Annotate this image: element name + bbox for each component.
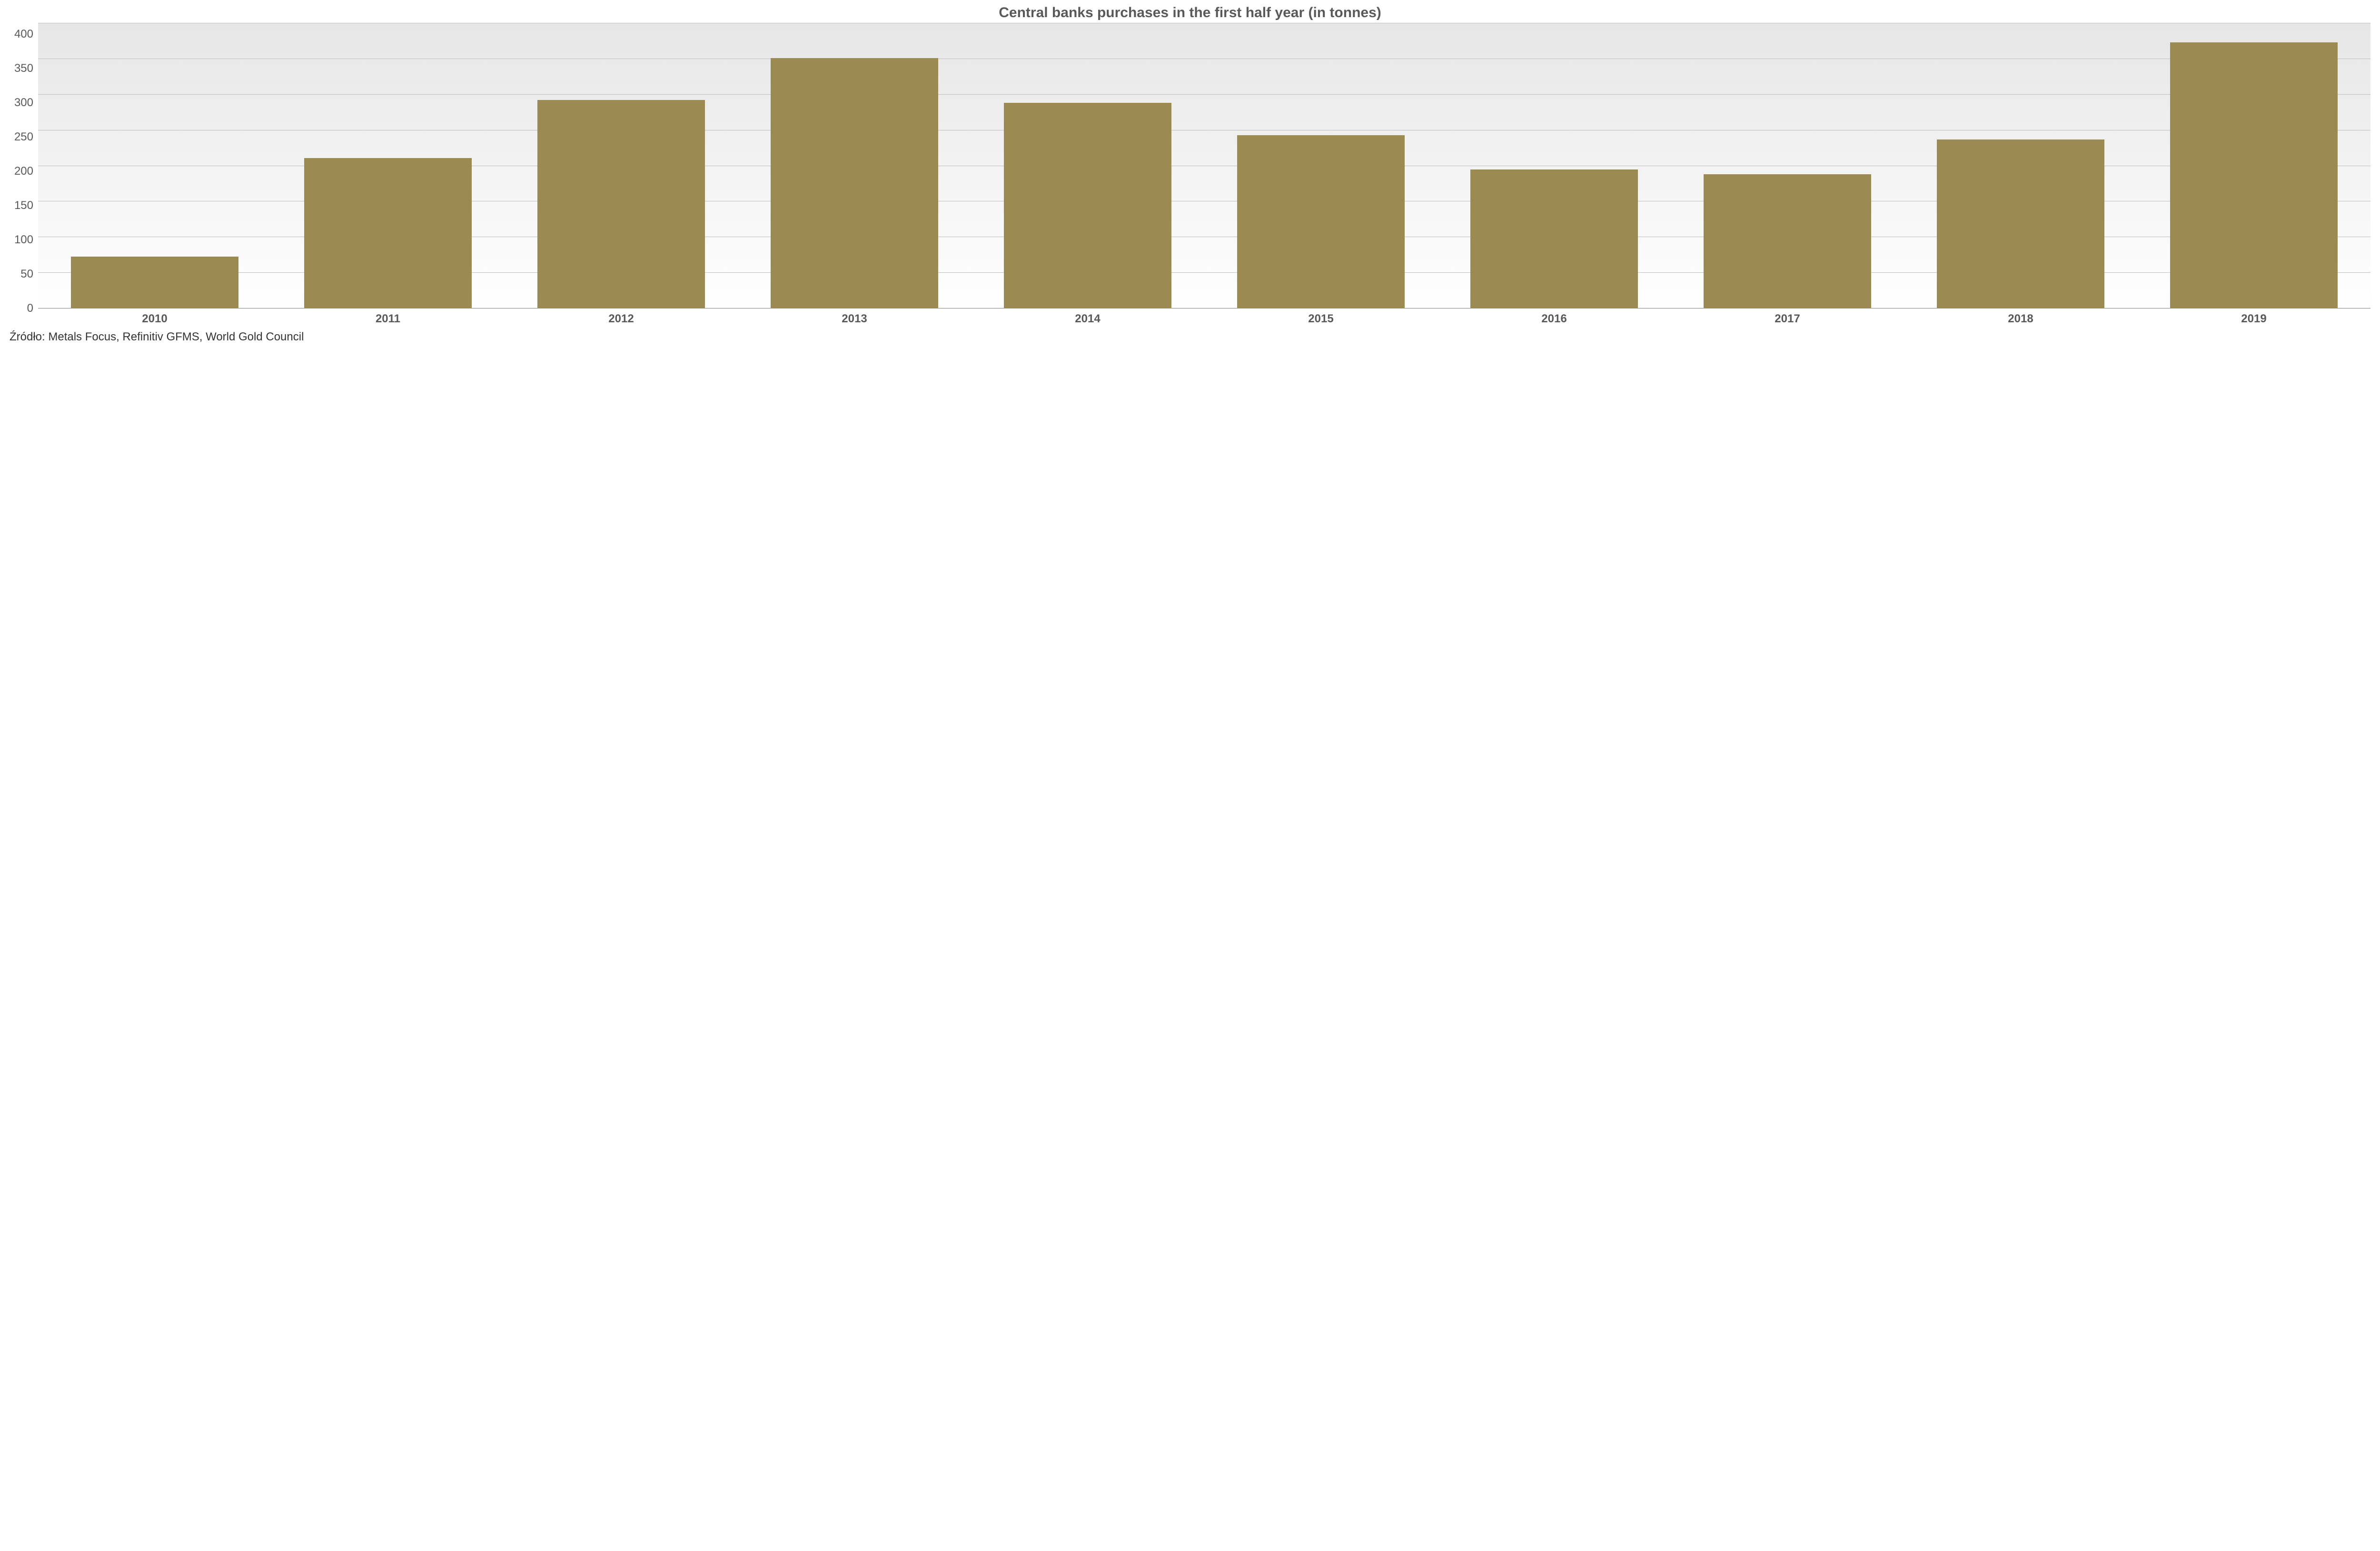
y-tick-label: 400 xyxy=(14,29,33,40)
bar-slot xyxy=(1904,23,2137,308)
y-tick-label: 100 xyxy=(14,234,33,246)
x-axis-spacer xyxy=(10,308,38,326)
x-tick-label: 2015 xyxy=(1204,308,1438,326)
x-tick-label: 2010 xyxy=(38,308,271,326)
bar-slot xyxy=(38,23,271,308)
chart-body: 400350300250200150100500 xyxy=(10,23,2370,308)
bar xyxy=(771,58,939,309)
x-tick-label: 2013 xyxy=(738,308,971,326)
y-axis: 400350300250200150100500 xyxy=(10,23,38,308)
y-tick-label: 250 xyxy=(14,131,33,143)
bar xyxy=(1704,174,1872,308)
bar-slot xyxy=(1671,23,1904,308)
x-tick-label: 2019 xyxy=(2137,308,2370,326)
x-tick-label: 2014 xyxy=(971,308,1204,326)
bar xyxy=(304,158,472,309)
y-tick-label: 50 xyxy=(20,268,33,280)
x-tick-label: 2011 xyxy=(271,308,505,326)
bar-slot xyxy=(1438,23,1671,308)
plot-area xyxy=(38,23,2370,308)
y-tick-label: 0 xyxy=(27,303,33,314)
bar xyxy=(537,100,705,308)
y-tick-label: 200 xyxy=(14,166,33,177)
bar-slot xyxy=(1204,23,1438,308)
bar-slot xyxy=(271,23,505,308)
y-tick-label: 150 xyxy=(14,200,33,211)
x-tick-label: 2016 xyxy=(1438,308,1671,326)
bar xyxy=(1470,169,1638,309)
bar xyxy=(1237,135,1405,309)
bar xyxy=(2170,42,2338,309)
source-attribution: Źródło: Metals Focus, Refinitiv GFMS, Wo… xyxy=(10,326,2370,344)
x-axis: 2010201120122013201420152016201720182019 xyxy=(10,308,2370,326)
bar-slot xyxy=(2137,23,2370,308)
x-labels: 2010201120122013201420152016201720182019 xyxy=(38,308,2370,326)
bar xyxy=(71,257,239,309)
bar-slot xyxy=(738,23,971,308)
bar xyxy=(1004,103,1172,308)
x-tick-label: 2017 xyxy=(1671,308,1904,326)
y-tick-label: 300 xyxy=(14,97,33,109)
bar-slot xyxy=(505,23,738,308)
x-tick-label: 2012 xyxy=(505,308,738,326)
chart-title: Central banks purchases in the first hal… xyxy=(10,5,2370,21)
bar-slot xyxy=(971,23,1204,308)
bars-group xyxy=(38,23,2370,308)
chart-container: Central banks purchases in the first hal… xyxy=(0,0,2380,348)
y-tick-label: 350 xyxy=(14,63,33,74)
x-tick-label: 2018 xyxy=(1904,308,2137,326)
bar xyxy=(1937,139,2105,309)
